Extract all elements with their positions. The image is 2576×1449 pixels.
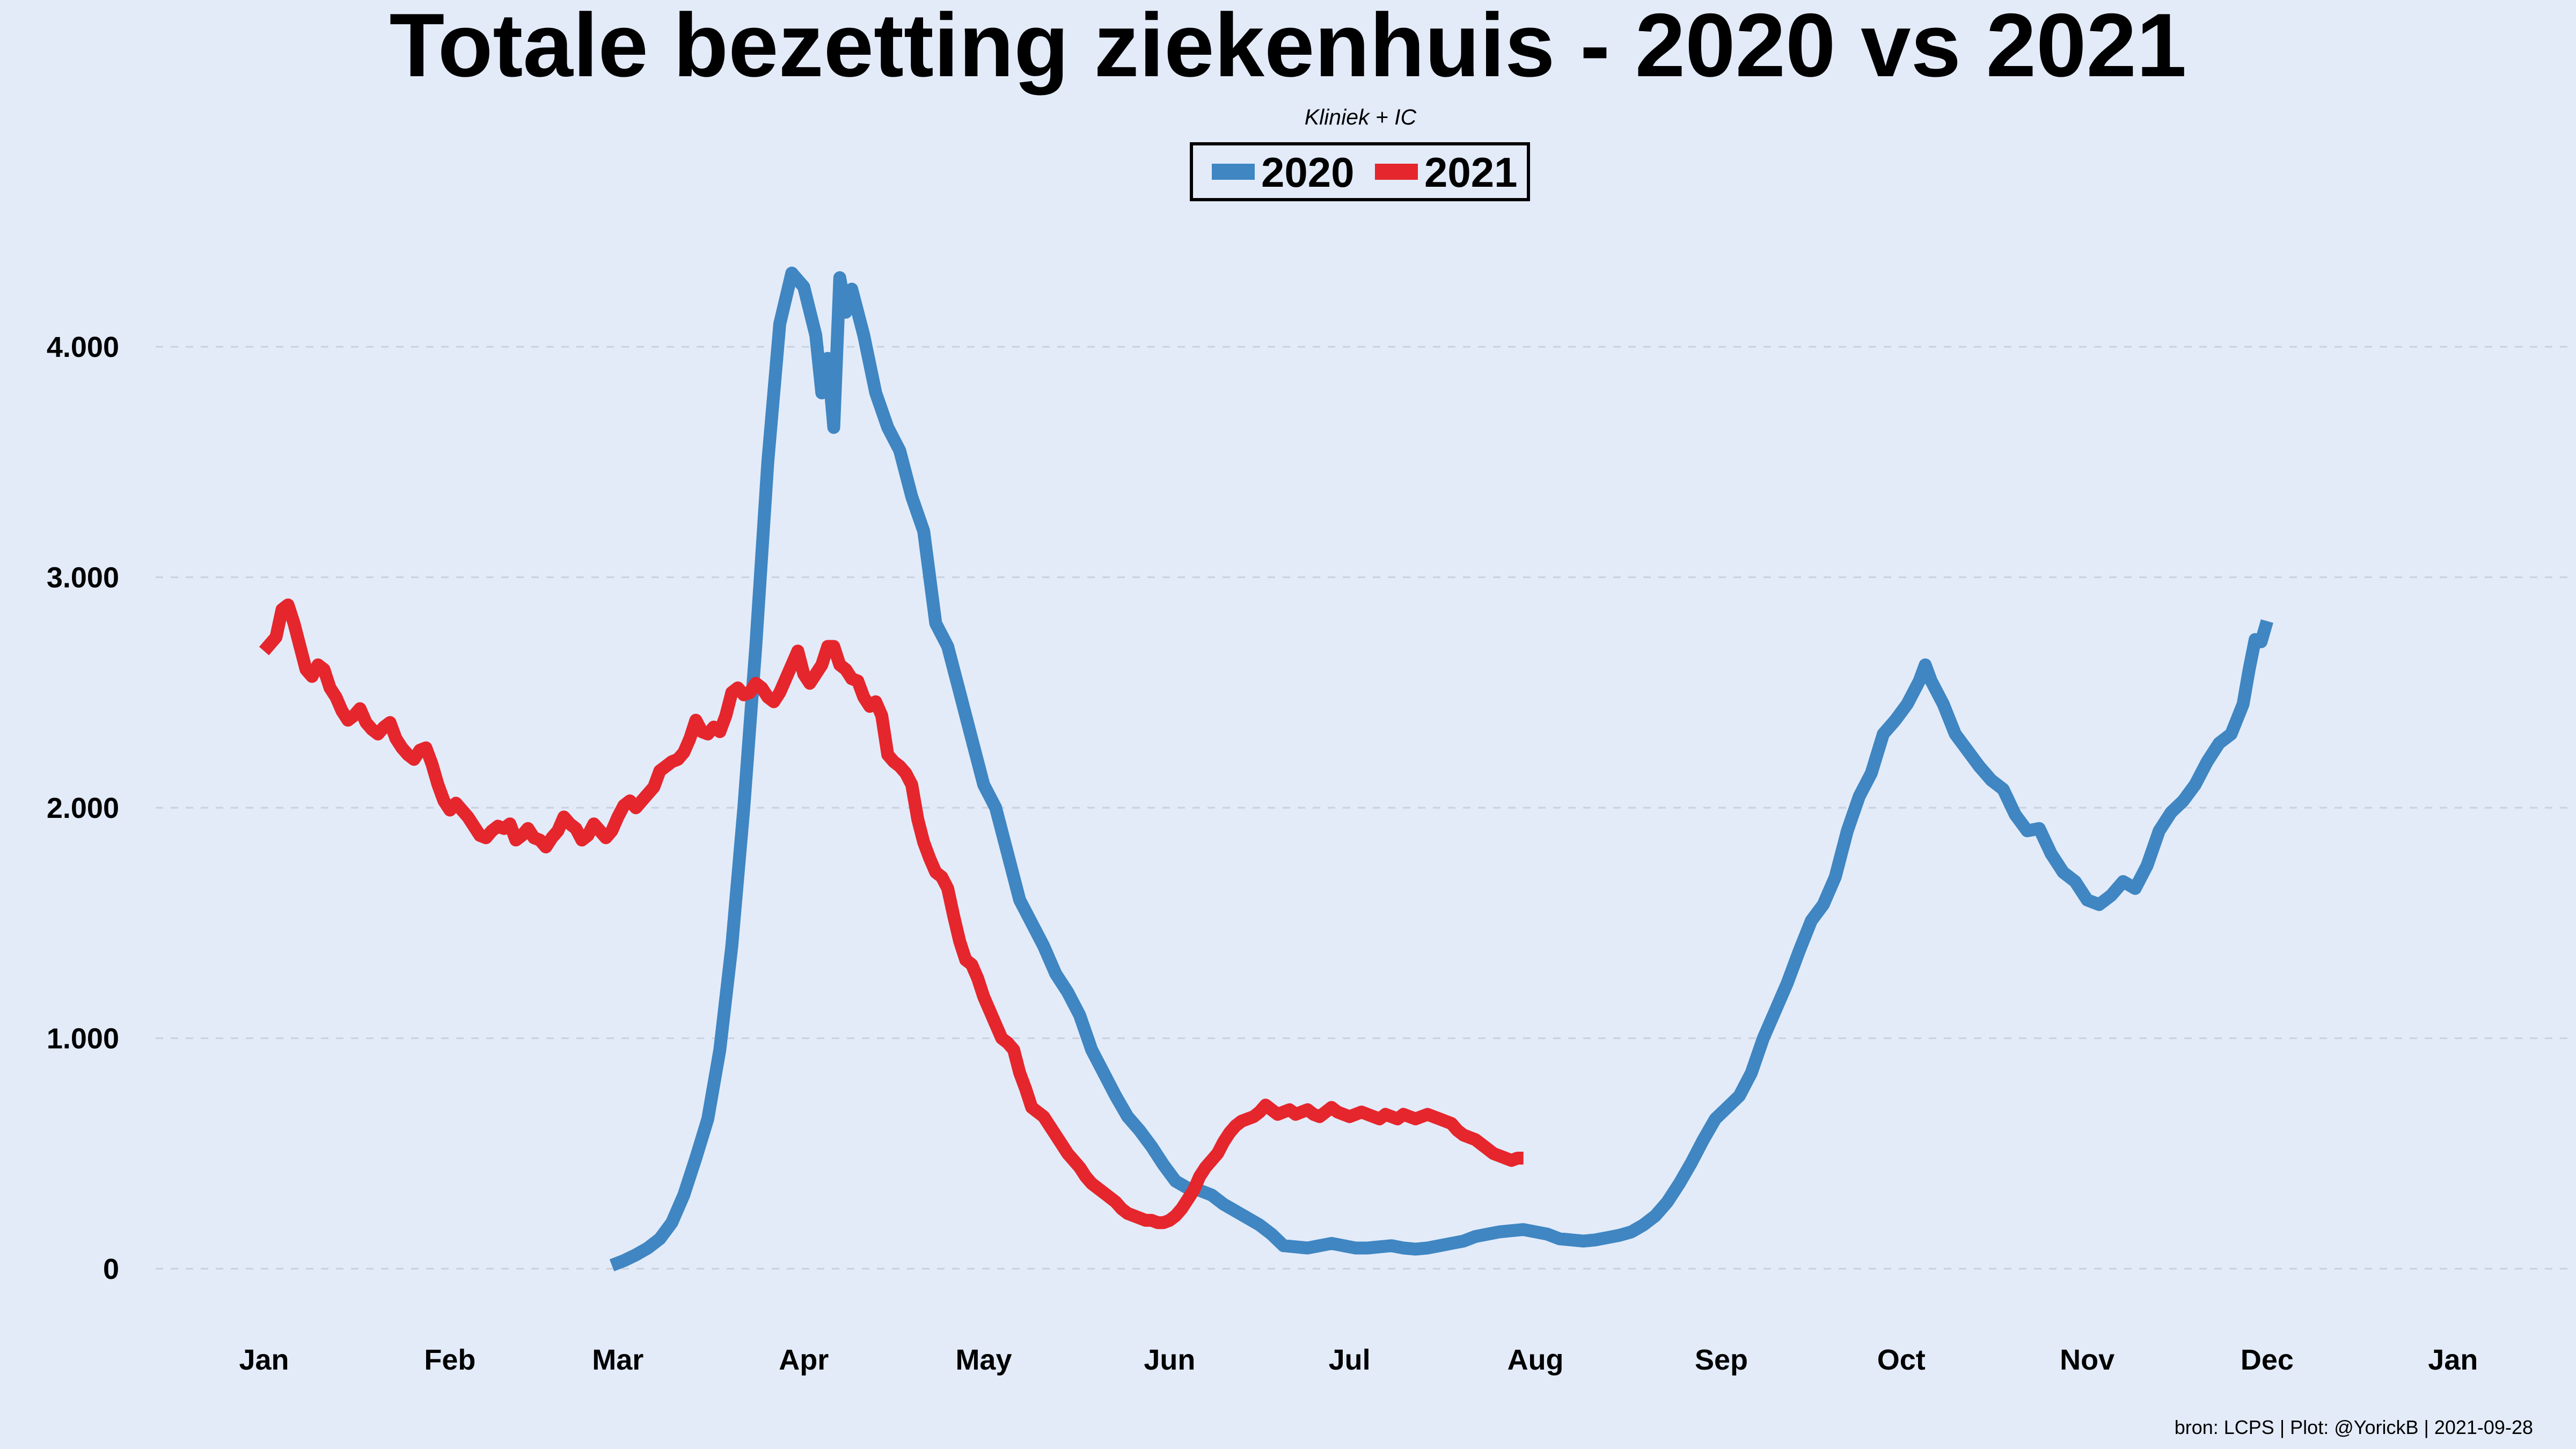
legend-label-2020: 2020 xyxy=(1261,149,1355,196)
y-tick-label: 1.000 xyxy=(47,1023,119,1055)
x-tick-label: Dec xyxy=(2241,1344,2294,1376)
chart-subtitle: Kliniek + IC xyxy=(1305,105,1417,129)
x-tick-label: Jul xyxy=(1329,1344,1371,1376)
x-tick-label: Jun xyxy=(1144,1344,1195,1376)
gridlines xyxy=(156,346,2571,1270)
legend: 2020 2021 xyxy=(1190,142,1530,201)
chart-title: Totale bezetting ziekenhuis - 2020 vs 20… xyxy=(390,0,2187,96)
y-axis-ticks: 0 1.000 2.000 3.000 4.000 xyxy=(47,331,119,1285)
y-tick-label: 3.000 xyxy=(47,562,119,594)
series xyxy=(259,266,2273,1271)
x-tick-label: Aug xyxy=(1507,1344,1564,1376)
x-tick-label: Apr xyxy=(779,1344,829,1376)
x-tick-label: Mar xyxy=(592,1344,643,1376)
source-caption: bron: LCPS | Plot: @YorickB | 2021-09-28 xyxy=(2175,1416,2533,1438)
x-tick-label: Jan xyxy=(239,1344,289,1376)
x-axis-ticks: Jan Feb Mar Apr May Jun Jul Aug Sep Oct Nov Dec Jan xyxy=(239,1344,2478,1376)
x-tick-label: May xyxy=(955,1344,1012,1376)
x-tick-label: Jan xyxy=(2428,1344,2478,1376)
x-tick-label: Nov xyxy=(2060,1344,2114,1376)
x-tick-label: Feb xyxy=(424,1344,475,1376)
series-line-2021 xyxy=(259,598,1524,1230)
series-line-2020 xyxy=(609,266,2273,1271)
x-tick-label: Sep xyxy=(1695,1344,1748,1376)
y-tick-label: 4.000 xyxy=(47,331,119,363)
x-tick-label: Oct xyxy=(1877,1344,1926,1376)
y-tick-label: 0 xyxy=(103,1253,119,1285)
legend-label-2021: 2021 xyxy=(1424,149,1518,196)
y-tick-label: 2.000 xyxy=(47,792,119,824)
